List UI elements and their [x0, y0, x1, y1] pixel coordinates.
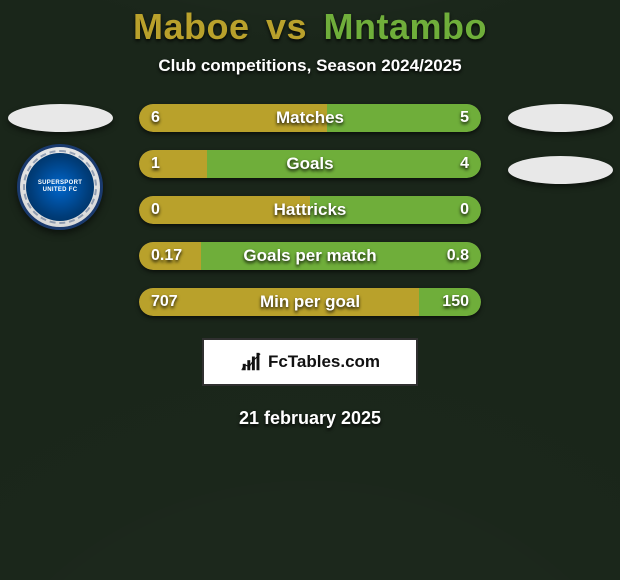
brand-link[interactable]: FcTables.com [202, 338, 418, 386]
crest-text: SUPERSPORT UNITED FC [26, 180, 94, 193]
bar-chart-icon [240, 351, 262, 373]
stat-bar: Matches65 [139, 104, 481, 132]
player1-name: Maboe [133, 6, 250, 47]
left-oval-placeholder [8, 104, 113, 132]
vs-text: vs [266, 6, 307, 47]
brand-text: FcTables.com [268, 352, 380, 372]
stat-bar: Goals14 [139, 150, 481, 178]
right-side-column [500, 104, 620, 184]
stat-bar-right-fill [419, 288, 481, 316]
subtitle: Club competitions, Season 2024/2025 [0, 56, 620, 76]
right-oval-placeholder-1 [508, 104, 613, 132]
left-club-crest: SUPERSPORT UNITED FC [17, 144, 103, 230]
left-side-column: SUPERSPORT UNITED FC [0, 104, 120, 230]
stat-bar-left-fill [139, 196, 310, 224]
stat-bar-left-fill [139, 288, 419, 316]
stat-bar-right-fill [310, 196, 481, 224]
stat-bar-left-fill [139, 150, 207, 178]
date-text: 21 february 2025 [0, 408, 620, 429]
stat-bar-right-fill [207, 150, 481, 178]
stat-bar-left-fill [139, 104, 327, 132]
stat-bar: Goals per match0.170.8 [139, 242, 481, 270]
stat-bar: Min per goal707150 [139, 288, 481, 316]
right-oval-placeholder-2 [508, 156, 613, 184]
stat-bar-right-fill [327, 104, 481, 132]
stat-bar: Hattricks00 [139, 196, 481, 224]
page-title: Maboe vs Mntambo [0, 0, 620, 48]
stat-bars-container: Matches65 Goals14 Hattricks00 Goals per mat… [139, 104, 481, 316]
stat-bar-right-fill [201, 242, 481, 270]
stat-bar-left-fill [139, 242, 201, 270]
player2-name: Mntambo [324, 6, 487, 47]
